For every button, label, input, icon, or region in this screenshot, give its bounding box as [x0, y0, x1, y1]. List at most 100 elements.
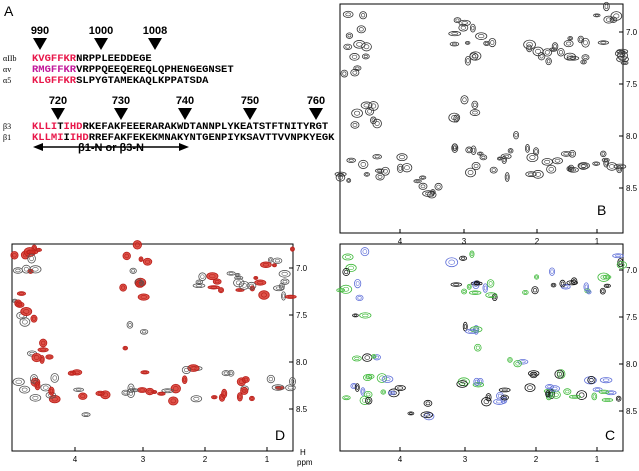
peak-contour — [604, 160, 608, 166]
peak-contour — [615, 395, 622, 402]
peak-contour — [600, 274, 607, 280]
peak-contour — [16, 291, 27, 296]
peak-contour — [501, 155, 507, 164]
peak-contour — [354, 278, 362, 289]
sequence-label: β3 — [3, 122, 11, 131]
peak-contour — [345, 263, 357, 272]
peak-contour — [461, 288, 468, 295]
peak-contour — [23, 266, 29, 272]
peak-contour — [335, 173, 346, 182]
peak-contour — [121, 285, 126, 290]
peak-contour — [354, 356, 360, 361]
peak-contour — [569, 56, 577, 60]
peak-contour — [267, 257, 274, 263]
peak-contour — [145, 259, 150, 264]
peak-contour — [570, 277, 578, 285]
peak-contour — [271, 384, 285, 391]
peak-contour — [591, 392, 598, 401]
peak-contour — [551, 48, 556, 51]
peak-contour — [275, 286, 282, 290]
peak-contour — [531, 373, 536, 377]
peak-contour — [212, 278, 222, 285]
peak-contour — [198, 272, 207, 281]
peak-contour — [509, 149, 513, 153]
peak-contour — [453, 17, 462, 24]
peak-contour — [129, 385, 133, 391]
peak-contour — [601, 397, 614, 403]
peak-contour — [161, 388, 174, 394]
peak-contour — [374, 168, 385, 173]
peak-contour — [594, 14, 599, 17]
peak-contour — [535, 172, 541, 177]
peak-contour — [35, 383, 40, 389]
peak-contour — [352, 70, 358, 75]
peak-contour — [358, 159, 369, 169]
peak-contour — [37, 347, 49, 353]
peak-contour — [347, 179, 351, 182]
peak-contour — [522, 290, 529, 295]
peak-contour — [371, 354, 377, 359]
peak-contour — [250, 397, 254, 400]
peak-contour — [558, 371, 564, 377]
peak-contour — [52, 375, 57, 381]
region-label: β1-N or β3-N — [78, 142, 144, 154]
peak-contour — [581, 54, 590, 61]
peak-contour — [549, 267, 556, 276]
peak-contour — [477, 151, 484, 156]
peak-contour — [29, 394, 42, 402]
peak-contour — [589, 377, 594, 383]
spectrum-frame — [11, 243, 294, 452]
peak-contour — [467, 170, 474, 175]
peak-contour — [537, 52, 546, 61]
peak-contour — [363, 54, 368, 58]
peak-contour — [554, 158, 561, 163]
peak-contour — [557, 48, 565, 57]
peak-contour — [15, 301, 25, 308]
peak-contour — [29, 265, 42, 274]
peak-contour — [526, 146, 529, 151]
peak-contour — [488, 293, 495, 297]
peak-contour — [223, 371, 229, 375]
peak-contour — [460, 95, 469, 105]
peak-contour — [249, 395, 255, 402]
peak-contour — [523, 39, 536, 50]
peak-contour — [266, 374, 275, 384]
peak-contour — [278, 282, 285, 291]
peak-contour — [152, 390, 156, 394]
peak-contour — [464, 40, 471, 45]
peak-contour — [597, 272, 610, 282]
peak-contour — [287, 385, 294, 390]
peak-contour — [467, 285, 471, 289]
peak-contour — [365, 375, 370, 380]
peak-contour — [381, 375, 394, 383]
peak-contour — [195, 284, 203, 287]
peak-contour — [434, 182, 443, 191]
peak-contour — [544, 159, 551, 164]
peak-contour — [498, 157, 502, 160]
peak-contour — [613, 163, 627, 170]
peak-contour — [619, 262, 625, 267]
peak-contour — [399, 155, 405, 160]
peak-contour — [379, 375, 385, 381]
sequence: KLGFFKRSLPYGTAMEKAQLKPPATSDA — [32, 75, 209, 87]
peak-contour — [139, 388, 145, 392]
peak-contour — [17, 303, 23, 307]
peak-contour — [547, 385, 552, 389]
peak-contour — [348, 158, 354, 162]
peak-contour — [347, 33, 352, 38]
residue-number: 740 — [176, 95, 194, 107]
peak-contour — [514, 132, 518, 138]
peak-contour — [477, 377, 484, 385]
peak-contour — [83, 413, 89, 416]
peak-contour — [346, 178, 352, 183]
peak-contour — [21, 387, 28, 392]
peak-contour — [567, 164, 575, 172]
peak-contour — [31, 376, 37, 382]
peak-contour — [377, 174, 383, 179]
peak-contour — [234, 273, 241, 278]
peak-contour — [568, 150, 577, 158]
peak-contour — [367, 109, 372, 114]
peak-contour — [344, 255, 351, 259]
sequence-segment: RMGFFKR — [32, 64, 77, 76]
peak-contour — [336, 288, 346, 293]
